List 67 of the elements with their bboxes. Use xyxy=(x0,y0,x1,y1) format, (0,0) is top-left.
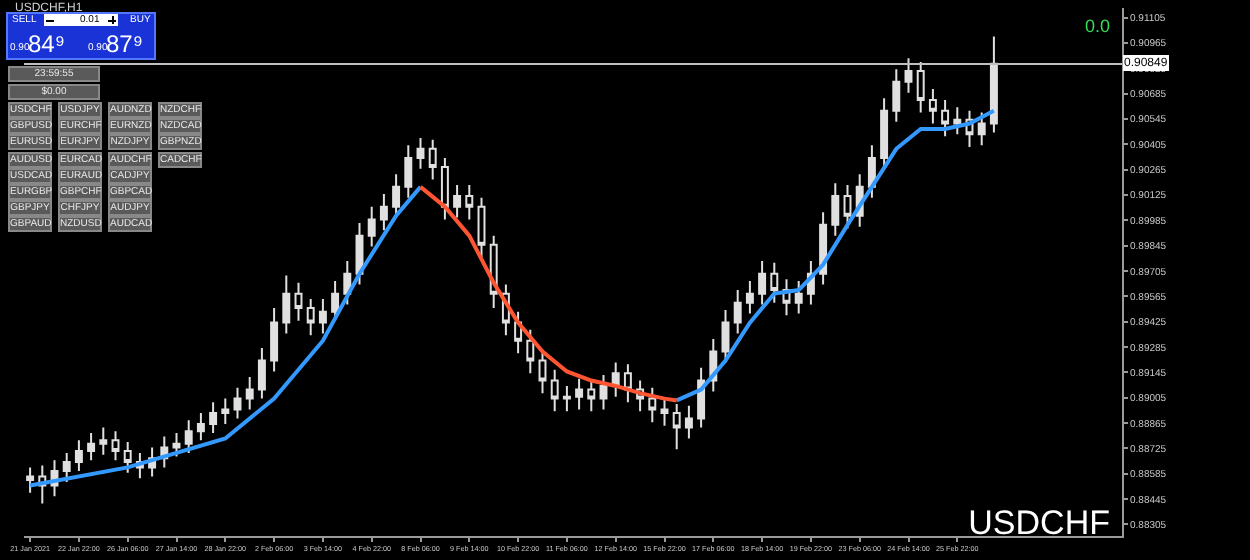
candlestick xyxy=(233,386,242,420)
candlestick xyxy=(904,57,913,94)
candlestick xyxy=(575,377,584,411)
candlestick xyxy=(294,281,303,322)
candlestick xyxy=(550,368,559,413)
candlestick xyxy=(831,182,840,237)
candlestick xyxy=(611,361,620,398)
candlestick xyxy=(343,260,352,306)
candlestick xyxy=(62,451,71,483)
annotation: USDCHF xyxy=(968,504,1110,542)
candlestick xyxy=(941,98,950,138)
candlestick xyxy=(123,441,132,474)
candlestick xyxy=(794,279,803,315)
candlestick xyxy=(416,136,425,170)
candlestick xyxy=(733,289,742,335)
candlestick xyxy=(562,384,571,413)
candlestick xyxy=(270,307,279,373)
candlestick xyxy=(477,196,486,259)
candlestick xyxy=(660,397,669,427)
candlestick xyxy=(111,430,120,462)
candlestick xyxy=(538,348,547,395)
candlestick xyxy=(26,466,35,494)
candlestick xyxy=(453,184,462,219)
candlestick xyxy=(587,379,596,413)
candlestick xyxy=(221,397,230,425)
line-series xyxy=(674,108,996,403)
candlestick xyxy=(977,111,986,147)
candlestick xyxy=(440,156,449,221)
candlestick xyxy=(282,274,291,335)
candlestick xyxy=(672,403,681,451)
candlestick xyxy=(245,375,254,411)
candlestick xyxy=(892,68,901,123)
annotation: 0.0 xyxy=(1084,16,1110,36)
candlestick xyxy=(770,261,779,304)
candlestick xyxy=(196,412,205,442)
candlestick xyxy=(209,401,218,434)
line-series xyxy=(418,184,679,403)
candlestick xyxy=(367,205,376,248)
candlestick xyxy=(74,439,83,473)
candlestick xyxy=(257,346,266,400)
annotation: 84⁹ xyxy=(28,30,65,58)
candlestick xyxy=(404,144,413,199)
candlestick xyxy=(916,60,925,114)
candlestick xyxy=(172,432,181,458)
candlestick xyxy=(928,88,937,125)
candlestick xyxy=(684,404,693,440)
candlestick xyxy=(392,173,401,219)
candlestick xyxy=(184,419,193,454)
candlestick xyxy=(758,260,767,306)
candlestick xyxy=(428,138,437,181)
candlestick xyxy=(623,363,632,404)
candlestick xyxy=(989,35,998,134)
candlestick xyxy=(745,279,754,315)
candlestick xyxy=(379,193,388,232)
candlestick xyxy=(648,386,657,424)
candlestick xyxy=(880,97,889,170)
annotation: 87⁹ xyxy=(106,30,143,58)
candlestick xyxy=(306,298,315,337)
candlestick xyxy=(526,328,535,375)
candlestick xyxy=(867,144,876,199)
candlestick xyxy=(87,432,96,462)
candlestick xyxy=(953,106,962,136)
candlestick xyxy=(465,184,474,221)
candlestick xyxy=(843,184,852,230)
candlestick xyxy=(99,426,108,456)
candlestick xyxy=(599,374,608,411)
candlestick xyxy=(318,298,327,335)
